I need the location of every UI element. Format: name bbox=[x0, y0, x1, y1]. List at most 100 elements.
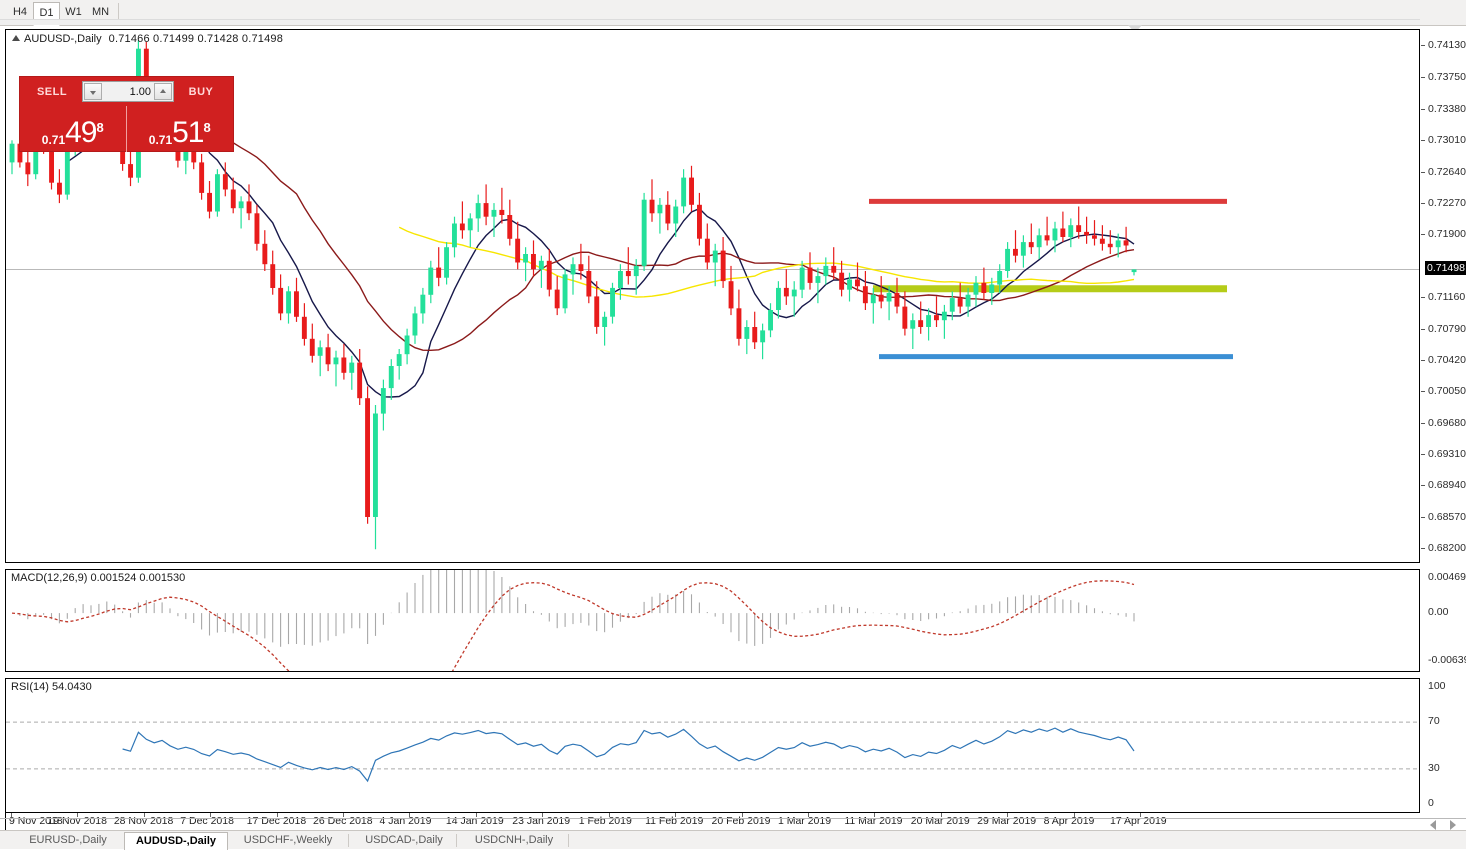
candle-body bbox=[412, 313, 418, 336]
sell-button[interactable]: SELL bbox=[36, 86, 68, 98]
candle-body bbox=[823, 265, 829, 277]
macd-indicator-panel[interactable]: MACD(12,26,9) 0.001524 0.001530 bbox=[5, 569, 1420, 672]
chart-tab-usdcnhdaily[interactable]: USDCNH-,Daily bbox=[474, 834, 554, 846]
candle-body bbox=[365, 398, 370, 517]
date-axis-tickmark bbox=[475, 813, 477, 817]
candle-body bbox=[467, 218, 473, 231]
rsi-y-tick: 30 bbox=[1428, 761, 1440, 774]
symbol-name: AUDUSD-,Daily bbox=[24, 33, 102, 45]
candle-body bbox=[965, 294, 971, 307]
date-axis-label: 1 Feb 2019 bbox=[578, 815, 632, 827]
macd-y-axis[interactable]: 0.004694 0.00 -0.00639 bbox=[1421, 569, 1466, 672]
rsi-indicator-panel[interactable]: RSI(14) 54.0430 bbox=[5, 678, 1420, 813]
buy-button[interactable]: BUY bbox=[188, 86, 214, 98]
candle-body bbox=[33, 138, 39, 175]
date-axis-label: 17 Apr 2019 bbox=[1110, 815, 1167, 827]
price-y-tickmark bbox=[1421, 516, 1425, 518]
candle-body bbox=[641, 199, 647, 266]
candle-body bbox=[894, 293, 900, 307]
timeframe-button-mn[interactable]: MN bbox=[91, 6, 110, 18]
rsi-y-tick: 70 bbox=[1428, 715, 1440, 728]
candle-body bbox=[681, 177, 687, 207]
date-axis-tickmark bbox=[143, 813, 145, 817]
candle-body bbox=[839, 272, 845, 290]
timeframe-button-w1[interactable]: W1 bbox=[65, 6, 82, 18]
candle-body bbox=[475, 203, 481, 219]
candle-body bbox=[515, 238, 521, 263]
timeframe-button-h4[interactable]: H4 bbox=[12, 6, 28, 18]
price-y-tickmark bbox=[1421, 297, 1425, 299]
candle-body bbox=[673, 206, 679, 224]
candle-body bbox=[1068, 225, 1074, 238]
candle-body bbox=[459, 223, 465, 231]
candle-body bbox=[689, 177, 694, 205]
volume-input[interactable]: 1.00 bbox=[82, 81, 174, 102]
price-chart-panel[interactable]: AUDUSD-,Daily 0.71466 0.71499 0.71428 0.7… bbox=[5, 29, 1420, 563]
price-y-axis[interactable]: 0.74130 0.73750 0.73380 0.73010 0.72640 0.722… bbox=[1421, 29, 1466, 563]
candle-body bbox=[610, 287, 615, 317]
candle-body bbox=[546, 260, 552, 290]
candle-body bbox=[665, 204, 671, 224]
candle-body bbox=[799, 267, 805, 290]
sell-price-quote[interactable]: 0.71498 bbox=[20, 106, 127, 152]
rsi-y-axis[interactable]: 100 70 30 0 bbox=[1421, 678, 1466, 813]
candle-body bbox=[981, 282, 987, 293]
chart-tab-audusddaily[interactable]: AUDUSD-,Daily bbox=[124, 832, 228, 850]
date-axis-tickmark bbox=[1007, 813, 1009, 817]
chart-scroll-strip[interactable] bbox=[0, 19, 1420, 25]
candle-body bbox=[1052, 228, 1058, 241]
date-axis-tickmark bbox=[1073, 813, 1075, 817]
macd-signal-line bbox=[11, 580, 1135, 671]
date-axis-tickmark bbox=[542, 813, 544, 817]
candle-body bbox=[207, 192, 212, 212]
rsi-y-tick: 0 bbox=[1428, 797, 1434, 809]
candle-body bbox=[25, 162, 31, 175]
price-y-tick: 0.73010 bbox=[1428, 134, 1466, 147]
triangle-up-icon[interactable] bbox=[12, 35, 20, 42]
candle-body bbox=[949, 298, 955, 312]
candle-body bbox=[1084, 231, 1089, 236]
candle-body bbox=[728, 281, 734, 309]
scroll-left-icon[interactable] bbox=[1430, 820, 1436, 830]
one-click-trading-panel[interactable]: SELL 1.00 BUY 0.71498 0.71518 bbox=[19, 76, 234, 152]
date-axis-label: 14 Jan 2019 bbox=[445, 815, 504, 827]
rsi-line bbox=[122, 727, 1135, 783]
price-y-tick: 0.68940 bbox=[1428, 479, 1466, 492]
chart-tab-usdcaddaily[interactable]: USDCAD-,Daily bbox=[365, 834, 443, 846]
candle-body bbox=[918, 320, 924, 327]
candle-body bbox=[554, 289, 560, 309]
buy-price-quote[interactable]: 0.71518 bbox=[127, 106, 234, 152]
candle-body bbox=[902, 306, 908, 329]
candle-body bbox=[997, 271, 1003, 285]
candle-body bbox=[570, 264, 576, 275]
volume-increment-button[interactable] bbox=[154, 83, 172, 100]
price-y-tickmark bbox=[1421, 391, 1425, 393]
buy-price-fraction: 8 bbox=[203, 120, 211, 135]
candle-body bbox=[697, 204, 702, 239]
price-y-tick: 0.70790 bbox=[1428, 322, 1466, 335]
candle-body bbox=[388, 366, 394, 389]
volume-value: 1.00 bbox=[129, 86, 151, 98]
date-axis-tickmark bbox=[675, 813, 677, 817]
price-y-tick: 0.70050 bbox=[1428, 385, 1466, 398]
candle-body bbox=[1092, 235, 1097, 239]
candle-body bbox=[744, 327, 750, 339]
date-axis[interactable]: 9 Nov 2018 19 Nov 2018 28 Nov 2018 7 Dec 20… bbox=[5, 813, 1420, 830]
candle-body bbox=[294, 291, 299, 317]
candle-body bbox=[1028, 242, 1034, 248]
candle-body bbox=[657, 204, 663, 214]
candle-body bbox=[317, 347, 323, 356]
price-y-tick: 0.68570 bbox=[1428, 510, 1466, 523]
candle-body bbox=[886, 293, 892, 302]
date-axis-tickmark bbox=[741, 813, 743, 817]
candle-body bbox=[128, 164, 133, 178]
chart-tab-eurusddaily[interactable]: EURUSD-,Daily bbox=[29, 834, 107, 846]
candle-body bbox=[649, 199, 655, 214]
chart-tab-usdchfweekly[interactable]: USDCHF-,Weekly bbox=[243, 834, 333, 846]
scroll-right-icon[interactable] bbox=[1450, 820, 1456, 830]
date-axis-label: 8 Apr 2019 bbox=[1043, 815, 1095, 827]
candle-body bbox=[230, 189, 236, 209]
candle-body bbox=[436, 267, 442, 278]
volume-decrement-button[interactable] bbox=[84, 83, 102, 100]
candle-body bbox=[618, 271, 623, 288]
